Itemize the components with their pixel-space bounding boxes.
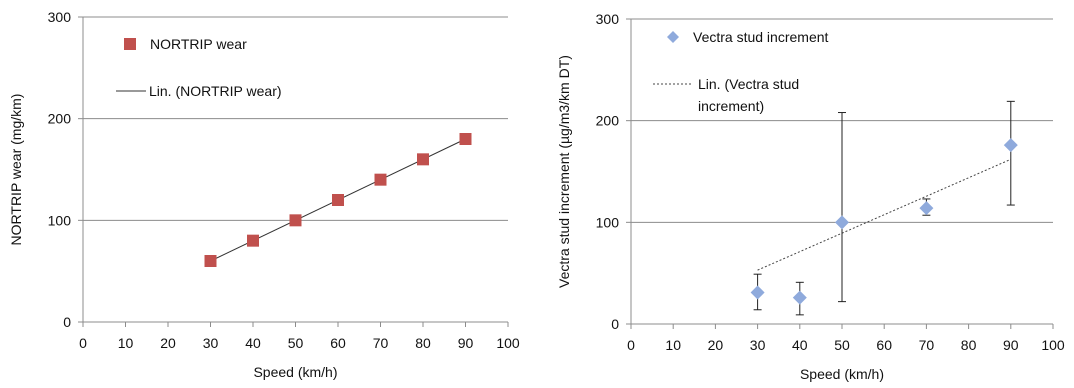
x-axis-title: Speed (km/h) <box>253 364 337 380</box>
data-point <box>204 255 217 267</box>
legend-marker-1 <box>124 38 136 50</box>
chart-2: 0 10 20 30 40 50 60 70 80 90 100 0 100 200 300 Speed (k… <box>556 11 1065 382</box>
data-point <box>332 194 344 206</box>
y-axis-title: NORTRIP wear (mg/km) <box>8 94 24 246</box>
data-point <box>247 234 259 247</box>
x-tick-label: 30 <box>750 337 766 353</box>
legend-label-trendline-line: Lin. (Vectra stud <box>698 76 799 92</box>
x-tick-label: 90 <box>1003 337 1019 353</box>
data-point <box>417 153 429 166</box>
legend-label-series: Vectra stud increment <box>693 29 829 45</box>
y-tick-label: 0 <box>611 316 619 332</box>
legend-marker-1 <box>667 31 679 43</box>
y-tick-label: 0 <box>63 314 71 330</box>
data-point <box>792 290 807 305</box>
data-point <box>459 133 472 145</box>
x-tick-label: 70 <box>373 335 389 351</box>
x-tick-label: 100 <box>1041 337 1065 353</box>
y-tick-label: 200 <box>48 111 72 127</box>
data-point <box>289 214 302 227</box>
x-tick-label: 20 <box>160 335 176 351</box>
data-point <box>750 285 765 300</box>
y-axis-title: Vectra stud increment (µg/m3/km DT) <box>556 55 572 288</box>
chart-1: 0 10 20 30 40 50 60 70 80 90 100 0 100 200 300 Speed (k… <box>8 9 520 380</box>
x-tick-label: 60 <box>876 337 892 353</box>
x-tick-label: 50 <box>288 335 304 351</box>
x-tick-label: 10 <box>665 337 681 353</box>
legend-label-trendline-line: increment) <box>698 98 764 114</box>
x-tick-label: 10 <box>118 335 134 351</box>
x-tick-label: 80 <box>961 337 977 353</box>
data-point <box>919 201 934 216</box>
y-tick-label: 100 <box>48 212 72 228</box>
x-tick-label: 70 <box>919 337 935 353</box>
x-tick-label: 50 <box>834 337 850 353</box>
x-tick-label: 40 <box>245 335 261 351</box>
trendline <box>757 158 1012 271</box>
x-tick-label: 30 <box>203 335 219 351</box>
x-tick-label: 80 <box>415 335 431 351</box>
legend-label-trendline: Lin. (NORTRIP wear) <box>149 83 282 99</box>
x-tick-label: 100 <box>496 335 520 351</box>
data-point <box>1003 138 1018 153</box>
x-tick-label: 60 <box>330 335 346 351</box>
x-tick-label: 0 <box>627 337 635 353</box>
y-tick-label: 300 <box>48 9 72 25</box>
y-tick-label: 200 <box>596 113 620 129</box>
y-tick-label: 300 <box>596 11 620 27</box>
y-tick-label: 100 <box>596 214 620 230</box>
x-tick-label: 40 <box>792 337 808 353</box>
x-tick-label: 90 <box>458 335 474 351</box>
x-tick-label: 0 <box>79 335 87 351</box>
data-point <box>835 215 849 230</box>
x-tick-label: 20 <box>708 337 724 353</box>
legend-label-series: NORTRIP wear <box>150 36 247 52</box>
x-axis-title: Speed (km/h) <box>800 366 884 382</box>
data-point <box>374 173 387 186</box>
